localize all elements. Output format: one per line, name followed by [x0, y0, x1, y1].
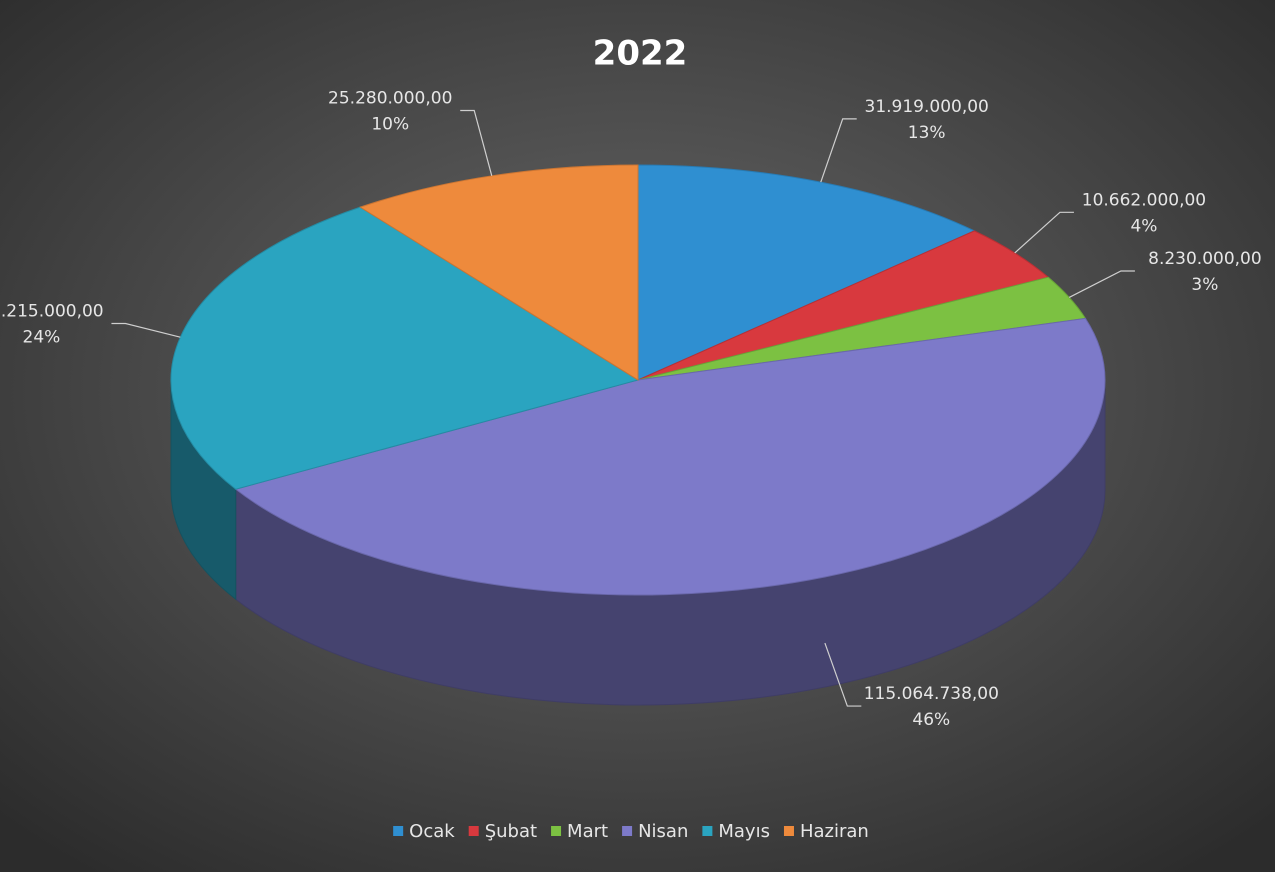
data-label: 115.064.738,00 — [864, 684, 999, 704]
data-label-percent: 13% — [908, 123, 946, 143]
data-label-percent: 4% — [1130, 216, 1157, 236]
leader-line — [824, 642, 862, 707]
data-label: 58.215.000,00 — [0, 301, 104, 321]
data-label-percent: 46% — [912, 710, 950, 730]
legend: Ocak Şubat Mart Nisan Mayıs Haziran — [393, 821, 869, 842]
legend-label: Mayıs — [718, 821, 770, 842]
leader-line — [820, 118, 857, 183]
legend-label: Haziran — [800, 821, 869, 842]
legend-label: Mart — [567, 821, 608, 842]
legend-swatch — [551, 826, 562, 836]
leader-line — [460, 109, 493, 176]
legend-label: Ocak — [409, 821, 455, 842]
slice — [359, 164, 639, 381]
leader-line — [1014, 211, 1074, 254]
data-label-percent: 3% — [1191, 275, 1218, 295]
slice — [170, 206, 640, 490]
legend-label: Şubat — [485, 821, 537, 842]
data-label-percent: 10% — [371, 114, 409, 134]
data-label: 8.230.000,00 — [1148, 249, 1262, 269]
leader-line — [1068, 270, 1135, 298]
data-label: 25.280.000,00 — [328, 88, 452, 108]
legend-swatch — [702, 826, 713, 836]
data-label-percent: 24% — [23, 327, 61, 347]
legend-swatch — [468, 826, 479, 836]
leader-line — [111, 322, 181, 338]
tops — [170, 164, 1106, 596]
legend-swatch — [783, 826, 794, 836]
data-label: 10.662.000,00 — [1082, 190, 1206, 210]
chart-title: 2022 — [593, 34, 688, 74]
legend-label: Nisan — [638, 821, 688, 842]
slice — [234, 317, 1106, 596]
legend-swatch — [622, 826, 633, 836]
slice — [637, 164, 976, 381]
legend-swatch — [393, 826, 404, 836]
data-label: 31.919.000,00 — [865, 97, 989, 117]
